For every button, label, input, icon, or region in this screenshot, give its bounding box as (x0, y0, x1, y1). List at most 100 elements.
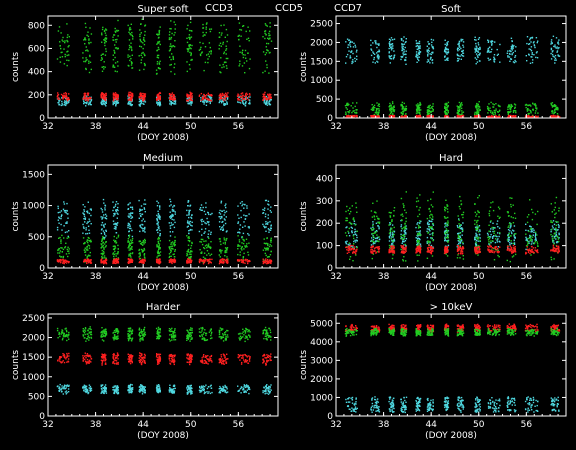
data-point (86, 98, 88, 100)
data-point (188, 209, 190, 212)
data-point (373, 106, 375, 109)
data-point (459, 106, 461, 109)
data-point (143, 37, 145, 39)
data-point (102, 235, 104, 238)
data-point (489, 46, 491, 48)
data-point (128, 255, 130, 257)
data-point (227, 261, 229, 263)
data-point (172, 223, 174, 226)
data-point (491, 115, 494, 118)
data-point (129, 243, 131, 245)
data-point (170, 45, 172, 47)
data-point (157, 57, 160, 59)
data-point (526, 110, 529, 112)
data-point (169, 249, 172, 251)
data-point (267, 261, 269, 264)
data-point (418, 51, 420, 54)
data-point (60, 51, 62, 54)
data-point (105, 48, 107, 50)
data-point (492, 112, 494, 114)
data-point (116, 97, 119, 99)
data-point (90, 223, 92, 225)
data-point (89, 239, 92, 241)
data-point (264, 37, 266, 40)
data-point (173, 34, 175, 36)
data-point (115, 257, 118, 260)
data-point (102, 230, 105, 232)
data-point (90, 104, 92, 106)
data-point (264, 70, 266, 72)
data-point (416, 243, 419, 245)
data-point (187, 258, 190, 261)
data-point (241, 92, 244, 94)
data-point (156, 218, 158, 220)
data-point (189, 251, 191, 253)
data-point (89, 101, 91, 103)
data-point (462, 46, 465, 48)
data-point (487, 40, 490, 42)
data-point (112, 100, 115, 102)
data-point (265, 52, 268, 54)
data-point (270, 262, 272, 265)
data-point (404, 46, 406, 49)
data-point (427, 41, 429, 43)
y-tick-label: 500 (28, 233, 45, 243)
data-point (85, 26, 87, 28)
data-point (208, 95, 210, 98)
data-point (168, 253, 171, 255)
data-point (169, 95, 172, 97)
data-point (529, 37, 532, 39)
data-point (371, 104, 373, 106)
data-point (170, 204, 172, 206)
data-point (127, 238, 130, 240)
data-point (352, 102, 354, 104)
data-point (405, 116, 407, 118)
data-point (66, 248, 68, 251)
data-point (218, 221, 221, 223)
data-point (555, 116, 557, 118)
data-point (475, 50, 477, 52)
data-point (223, 237, 225, 239)
x-axis-label: (DOY 2008) (137, 283, 189, 293)
data-point (263, 93, 266, 96)
data-point (402, 106, 405, 108)
data-point (356, 236, 358, 239)
data-point (514, 50, 516, 52)
data-point (140, 23, 142, 25)
data-point (415, 108, 418, 111)
data-point (171, 261, 173, 263)
data-point (426, 236, 429, 239)
data-point (138, 248, 141, 251)
data-point (248, 260, 250, 263)
data-point (226, 103, 228, 105)
data-point (533, 44, 535, 46)
data-point (100, 94, 102, 96)
data-point (169, 96, 171, 98)
data-point (130, 23, 132, 25)
data-point (244, 215, 247, 217)
data-point (237, 221, 240, 223)
data-point (225, 216, 227, 218)
data-point (269, 262, 271, 264)
data-point (144, 64, 146, 66)
data-point (477, 44, 480, 46)
y-axis-label: counts (299, 52, 309, 82)
data-point (403, 51, 405, 53)
data-point (403, 108, 406, 110)
data-point (390, 104, 392, 106)
data-point (101, 240, 103, 242)
data-point (248, 242, 250, 244)
data-point (157, 41, 159, 43)
data-point (389, 110, 391, 112)
data-point (143, 95, 146, 97)
data-point (139, 94, 142, 96)
data-point (246, 259, 248, 261)
data-point (388, 56, 391, 58)
data-point (186, 254, 188, 257)
data-point (131, 67, 133, 69)
data-point (269, 209, 271, 212)
data-point (239, 232, 241, 234)
data-point (404, 53, 407, 55)
data-point (156, 50, 158, 52)
data-point (371, 116, 373, 118)
